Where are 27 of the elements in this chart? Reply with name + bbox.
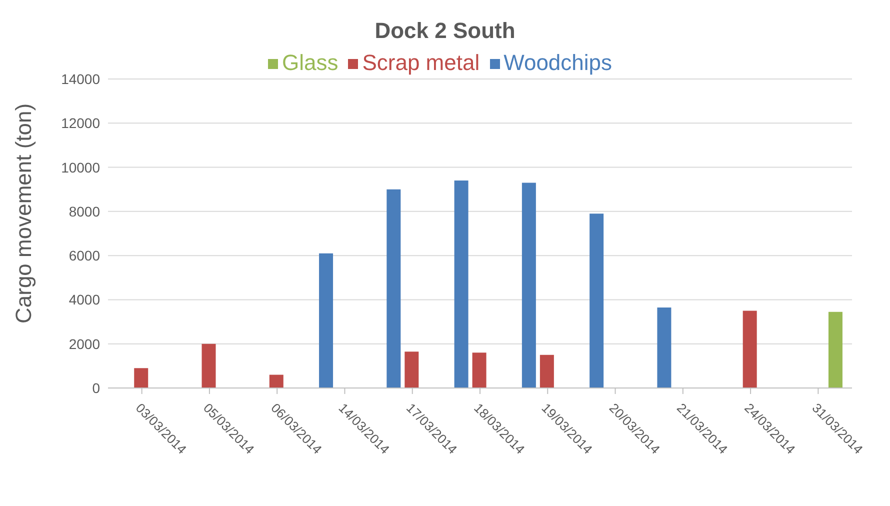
y-axis-title: Cargo movement (ton)	[10, 103, 36, 324]
bar	[828, 312, 842, 388]
y-tick-label: 14000	[61, 70, 100, 87]
y-tick-label: 2000	[68, 336, 100, 352]
bar	[522, 182, 536, 388]
bar	[269, 374, 284, 388]
bar	[319, 253, 334, 388]
y-tick-label: 0	[92, 380, 100, 396]
legend-label: Glass	[282, 50, 338, 75]
bar	[657, 307, 672, 388]
bar	[134, 368, 148, 388]
y-tick-label: 8000	[68, 203, 100, 220]
chart-title: Dock 2 South	[374, 18, 516, 44]
legend-label: Scrap metal	[362, 50, 480, 75]
bar	[742, 310, 757, 388]
bar	[202, 344, 216, 388]
bar	[454, 180, 468, 388]
bar	[590, 214, 604, 388]
legend-label: Woodchips	[504, 50, 612, 75]
y-tick-label: 12000	[61, 115, 100, 132]
bar	[404, 352, 419, 388]
bar	[540, 354, 554, 388]
y-tick-label: 6000	[68, 248, 100, 264]
bar	[472, 352, 486, 388]
bar	[386, 189, 401, 388]
y-tick-label: 4000	[68, 292, 100, 308]
y-tick-label: 10000	[61, 159, 100, 176]
